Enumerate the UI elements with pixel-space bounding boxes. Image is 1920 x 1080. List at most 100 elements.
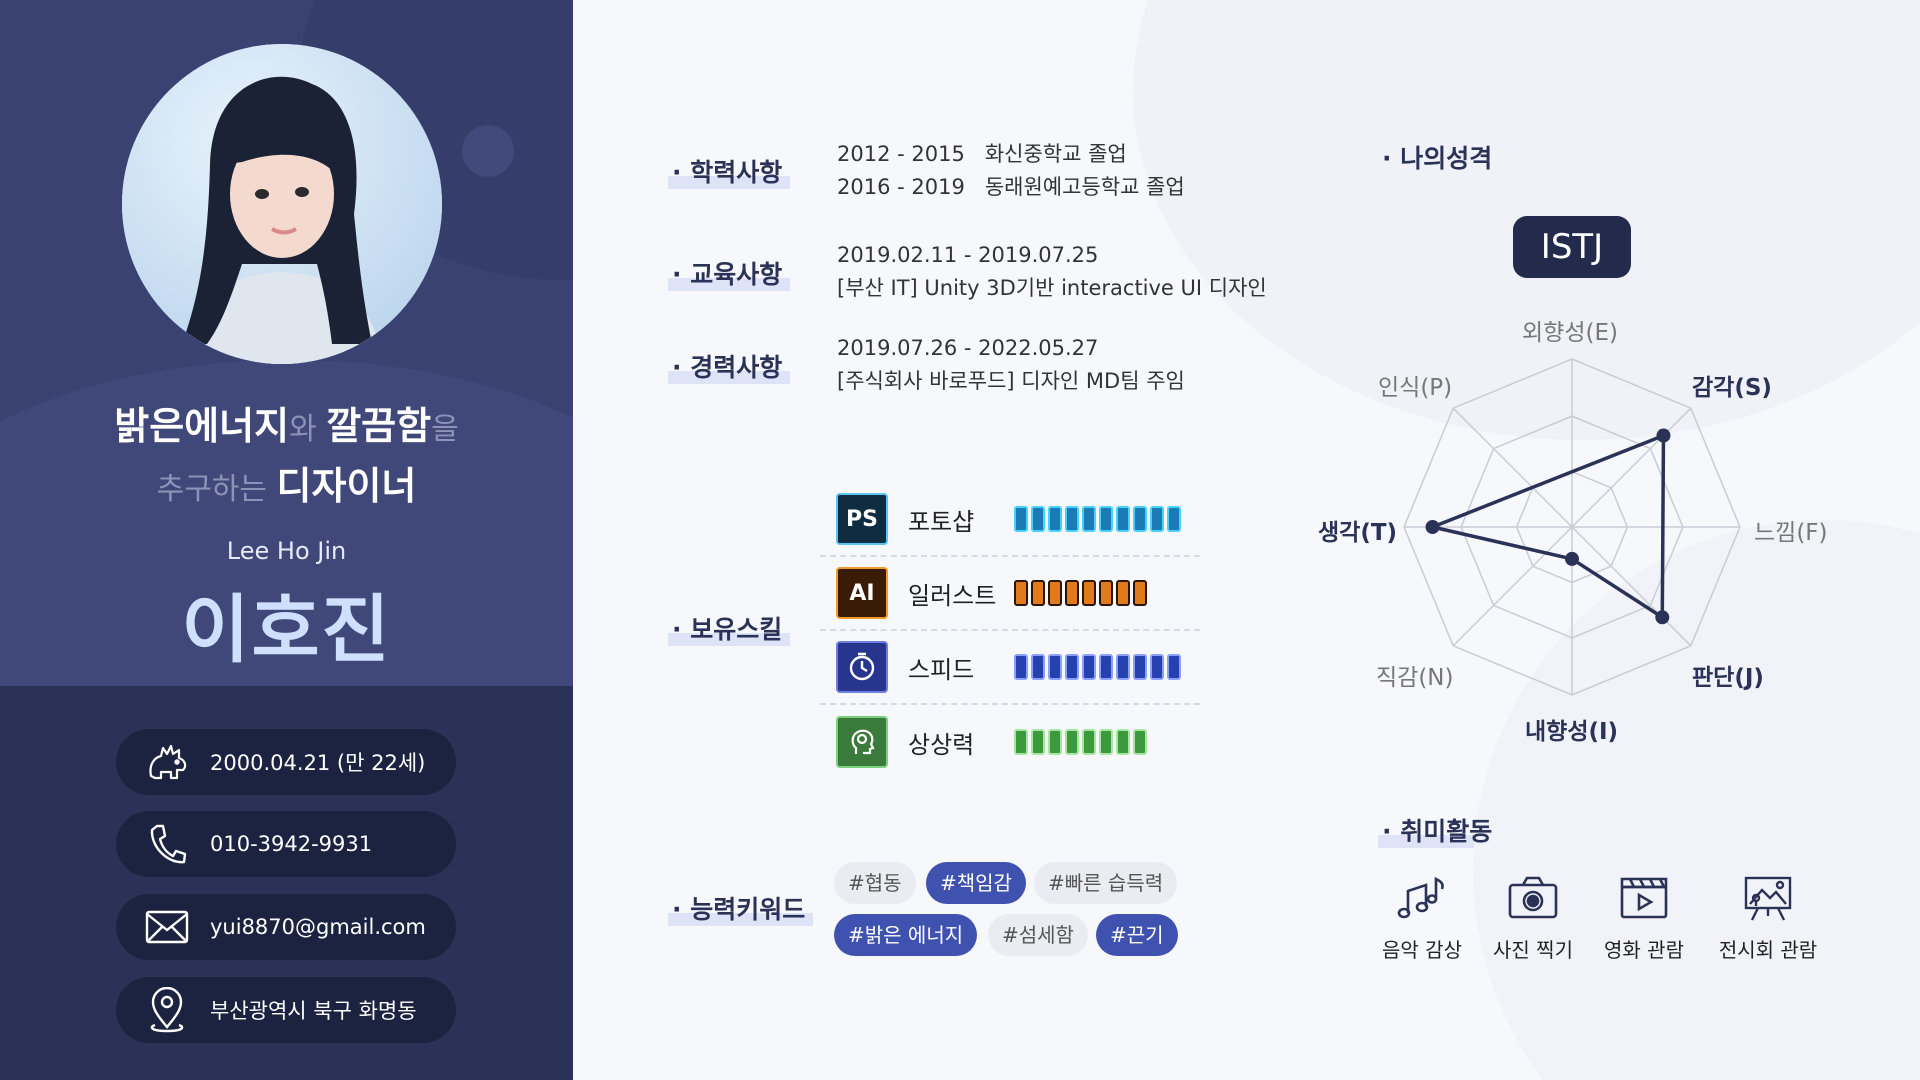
brain-head-icon	[836, 716, 888, 768]
hobby-item: 영화 관람	[1584, 870, 1704, 963]
mbti-badge: ISTJ	[1513, 216, 1631, 278]
radar-axis-label: 감각(S)	[1692, 375, 1772, 401]
skill-name: 일러스트	[908, 581, 997, 610]
training-line: 2019.02.11 - 2019.07.25	[837, 243, 1099, 267]
skill-level-segment	[1133, 654, 1147, 680]
hobby-label: 전시회 관람	[1718, 938, 1818, 962]
skill-level-segment	[1116, 580, 1130, 606]
headline-run: 추구하는	[156, 472, 277, 507]
headline-run: 깔끔함	[326, 404, 432, 448]
radar-axis-label: 직감(N)	[1376, 665, 1454, 691]
skill-level-segment	[1099, 580, 1113, 606]
skill-level-segment	[1031, 506, 1045, 532]
phone-icon	[142, 819, 192, 869]
skill-level-segment	[1048, 580, 1062, 606]
radar-axis-label: 생각(T)	[1318, 520, 1398, 546]
hobby-label: 영화 관람	[1604, 938, 1684, 962]
radar-axis-label: 외향성(E)	[1522, 320, 1618, 346]
photoshop-icon: PS	[836, 493, 888, 545]
skill-level-segment	[1065, 506, 1079, 532]
phone-pill: 010-3942-9931	[116, 811, 456, 877]
skill-name: 상상력	[908, 730, 975, 759]
profile-headline: 밝은에너지와 깔끔함을 추구하는 디자이너	[0, 400, 573, 520]
skill-level-segment	[1031, 729, 1045, 755]
skill-level-segment	[1048, 506, 1062, 532]
career-line: [주식회사 바로푸드] 디자인 MD팀 주임	[837, 369, 1185, 393]
section-label-hobbies: · 취미활동	[1378, 812, 1501, 848]
skill-level-segment	[1065, 580, 1079, 606]
keyword-tag: #끈기	[1096, 914, 1178, 956]
career-entries: 2019.07.26 - 2022.05.27 [주식회사 바로푸드] 디자인 …	[837, 332, 1185, 398]
email-pill: yui8870@gmail.com	[116, 894, 456, 960]
address-pill: 부산광역시 북구 화명동	[116, 977, 456, 1043]
profile-panel: 밝은에너지와 깔끔함을 추구하는 디자이너 Lee Ho Jin 이호진 200…	[0, 0, 573, 1080]
skill-level-segment	[1014, 506, 1028, 532]
hobby-item: 음악 감상	[1362, 870, 1482, 963]
birthdate-text: 2000.04.21 (만 22세)	[210, 751, 426, 775]
skill-level-bar	[1014, 580, 1150, 606]
keyword-tag: #밝은 에너지	[834, 914, 978, 956]
mail-icon	[142, 902, 192, 952]
address-text: 부산광역시 북구 화명동	[210, 999, 417, 1023]
skill-level-segment	[1082, 729, 1096, 755]
skill-level-segment	[1167, 506, 1181, 532]
career-line: 2019.07.26 - 2022.05.27	[837, 336, 1099, 360]
skill-level-segment	[1133, 506, 1147, 532]
camera-icon	[1473, 870, 1593, 926]
radar-axis-label: 느낌(F)	[1754, 520, 1828, 546]
exhibition-icon	[1708, 870, 1828, 926]
skill-level-segment	[1116, 506, 1130, 532]
education-entries: 2012 - 2015 화신중학교 졸업 2016 - 2019 동래원예고등학…	[837, 138, 1185, 204]
hobby-item: 전시회 관람	[1708, 870, 1828, 963]
radar-axis-label: 인식(P)	[1378, 375, 1453, 401]
section-label-training: · 교육사항	[668, 255, 791, 291]
skill-level-segment	[1065, 654, 1079, 680]
skill-level-segment	[1167, 654, 1181, 680]
name-korean: 이호진	[181, 587, 392, 673]
skill-level-segment	[1099, 654, 1113, 680]
keyword-tag: #책임감	[926, 862, 1026, 904]
skill-row: PS 포토샵	[820, 483, 1200, 557]
illustrator-icon: AI	[836, 567, 888, 619]
skill-level-segment	[1014, 580, 1028, 606]
hobby-item: 사진 찍기	[1473, 870, 1593, 963]
name-english: Lee Ho Jin	[226, 537, 347, 565]
headline-run: 와	[289, 412, 327, 447]
film-clapper-icon	[1584, 870, 1704, 926]
radar-axis-label: 내향성(I)	[1525, 719, 1619, 745]
skill-level-bar	[1014, 729, 1150, 755]
section-label-skills: · 보유스킬	[668, 610, 791, 646]
skill-level-segment	[1133, 729, 1147, 755]
skill-level-segment	[1116, 654, 1130, 680]
skill-level-segment	[1099, 729, 1113, 755]
music-note-icon	[1362, 870, 1482, 926]
skill-level-segment	[1082, 506, 1096, 532]
skill-level-segment	[1133, 580, 1147, 606]
skill-level-segment	[1082, 580, 1096, 606]
skill-level-segment	[1031, 580, 1045, 606]
skill-name: 스피드	[908, 655, 975, 684]
skill-level-segment	[1082, 654, 1096, 680]
headline-run: 을	[431, 412, 459, 447]
section-label-personality: · 나의성격	[1378, 139, 1501, 175]
section-label-keywords: · 능력키워드	[668, 890, 814, 926]
skill-level-segment	[1099, 506, 1113, 532]
keyword-tag: #협동	[834, 862, 916, 904]
dragon-icon	[142, 737, 192, 787]
radar-axis-label: 판단(J)	[1692, 665, 1764, 691]
skill-row: 상상력	[820, 705, 1200, 779]
stopwatch-icon	[836, 641, 888, 693]
profile-photo	[122, 44, 442, 364]
skill-level-segment	[1116, 729, 1130, 755]
keyword-tag: #섬세함	[988, 914, 1088, 956]
training-entries: 2019.02.11 - 2019.07.25 [부산 IT] Unity 3D…	[837, 239, 1267, 305]
section-label-career: · 경력사항	[668, 348, 791, 384]
headline-run: 디자이너	[276, 464, 417, 508]
headline-run: 밝은에너지	[114, 404, 290, 448]
skill-level-segment	[1150, 654, 1164, 680]
hobby-label: 음악 감상	[1382, 938, 1462, 962]
skill-level-segment	[1150, 506, 1164, 532]
skill-level-segment	[1048, 654, 1062, 680]
skill-level-segment	[1031, 654, 1045, 680]
education-line: 2012 - 2015 화신중학교 졸업	[837, 142, 1127, 166]
